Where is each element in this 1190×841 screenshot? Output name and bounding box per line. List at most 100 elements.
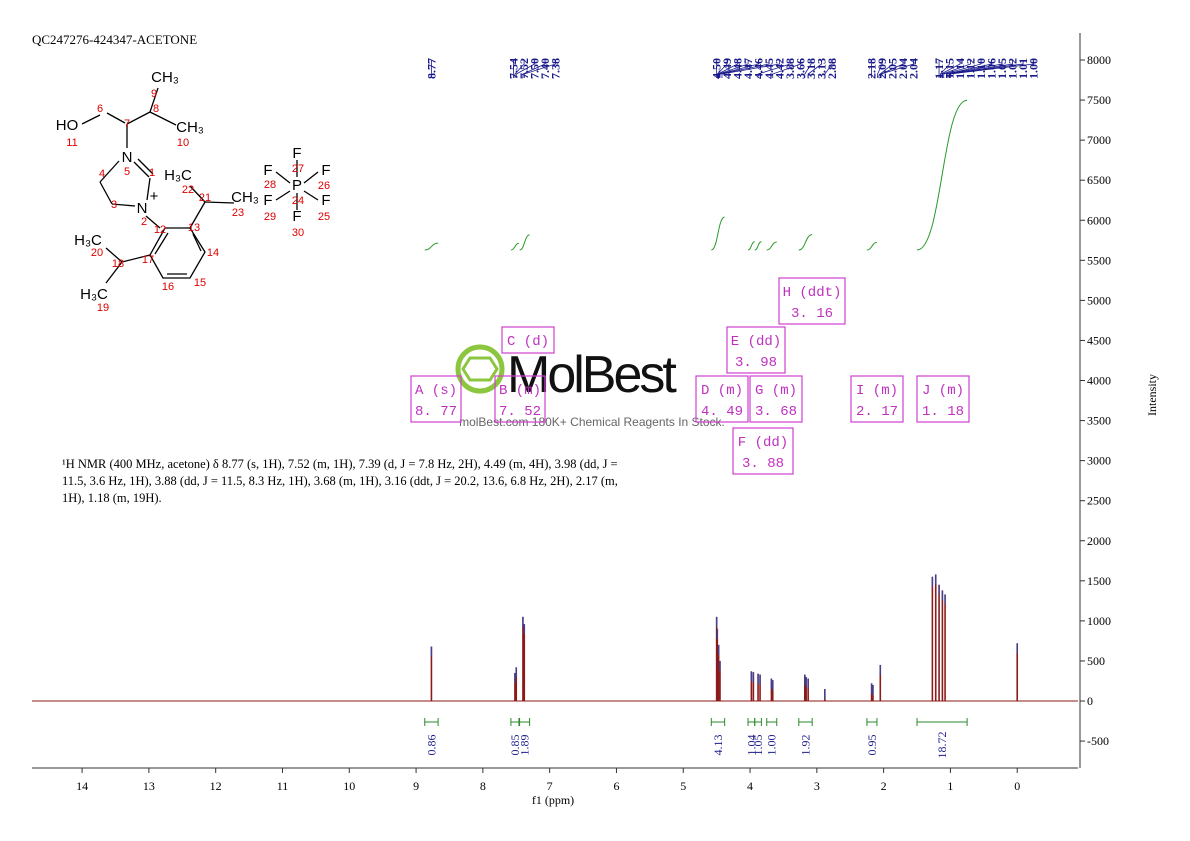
integral-value: 18.72 [935,732,949,759]
x-tick-label: 6 [613,779,619,793]
bond [154,232,169,255]
peak-label: 2.09 [875,58,889,79]
atom-label: F [263,192,272,209]
multiplet-shift: 7. 52 [499,404,541,420]
atom-label: P [292,177,302,194]
atom-label: F [321,162,330,179]
peak-label-leader [804,60,812,78]
peak-label: 3.18 [804,58,818,79]
bond [81,114,101,125]
integral-curve [510,242,520,251]
bond [303,190,319,201]
y-tick-label: 0 [1087,694,1093,708]
peak-label-leader [515,60,535,78]
multiplet-label: C (d) [507,334,549,350]
peak-label-leader [940,60,950,78]
multiplet-label: J (m) [922,383,964,399]
integral-value: 0.95 [865,735,879,756]
peak-label: 1.01 [1016,58,1030,79]
integral-curve [519,234,530,251]
peak-label: 4.42 [773,58,787,79]
integral-curve [766,241,777,251]
multiplet-box [732,427,794,475]
atom-number: 28 [264,179,276,191]
atom-number: 18 [112,258,124,270]
peak-label-leader [950,60,1034,78]
integral-curve [916,99,968,251]
atom-number: 7 [124,118,130,130]
peak-label: 7.52 [517,58,531,79]
bond [149,87,159,113]
atom-number: 26 [318,180,330,192]
peak-label: 4.48 [731,58,745,79]
multiplet-label: I (m) [856,383,898,399]
peak-label-leader [943,60,982,78]
atom-label: F [292,208,301,225]
bond [99,181,113,205]
y-tick-label: 6000 [1087,213,1111,227]
multiplet-box [494,375,546,423]
integral-value: 1.05 [751,735,765,756]
integral-curve [798,234,813,251]
bond [105,247,123,263]
atom-number: 30 [292,227,304,239]
peak-label: 4.46 [752,58,766,79]
bond [192,233,202,252]
y-axis-label: Intensity [1145,374,1159,416]
x-tick-label: 14 [76,779,88,793]
peak-label-leader [946,60,992,78]
x-tick-label: 12 [210,779,222,793]
y-tick-label: 2500 [1087,494,1111,508]
multiplet-label: A (s) [415,383,457,399]
atom-number: 9 [151,88,157,100]
peak-label: 1.10 [974,58,988,79]
peak-label-leader [757,60,791,78]
atom-number: 22 [182,184,194,196]
x-tick-label: 9 [413,779,419,793]
multiplet-shift: 4. 49 [701,404,743,420]
peak-label: 1.00 [1027,58,1041,79]
multiplet-box [695,375,749,423]
atom-number: 14 [207,247,219,259]
bond [106,112,126,124]
atom-label: CH₃ [176,119,204,136]
atom-label: H₃C [80,286,108,303]
x-tick-label: 8 [480,779,486,793]
bond [145,215,161,229]
bond [303,171,319,184]
integral-value: 1.89 [518,735,532,756]
atom-number: 10 [177,137,189,149]
peak-label-leader [879,60,894,78]
atom-number: 8 [153,103,159,115]
multiplet-shift: 3. 98 [735,355,777,371]
y-tick-label: 7000 [1087,133,1111,147]
multiplet-label: H (ddt) [783,285,842,301]
peak-label-leader [942,60,971,78]
atom-number: 21 [199,192,211,204]
integral-value: 0.85 [508,735,522,756]
integral-value: 1.00 [765,735,779,756]
peak-label-leader [717,60,739,78]
integral-curve [747,241,755,251]
y-tick-label: 5000 [1087,293,1111,307]
peak-label-leader [721,60,781,78]
y-tick-label: 3000 [1087,454,1111,468]
peak-label-leader [949,60,1024,78]
y-tick-label: 5500 [1087,253,1111,267]
bond [99,160,120,183]
peak-label-leader [940,60,961,78]
multiplet-shift: 3. 16 [791,306,833,322]
x-axis-label: f1 (ppm) [532,793,574,807]
atom-label: H₃C [74,232,102,249]
multiplet-shift: 1. 18 [922,404,964,420]
logo-icon [461,356,499,382]
bond [189,201,206,229]
atom-number: 19 [97,302,109,314]
peak-label-leader [514,60,525,78]
x-tick-label: 1 [947,779,953,793]
multiplet-box [916,375,970,423]
sample-title: QC247276-424347-ACETONE [32,32,197,47]
bond [275,171,291,184]
bond [189,185,206,203]
